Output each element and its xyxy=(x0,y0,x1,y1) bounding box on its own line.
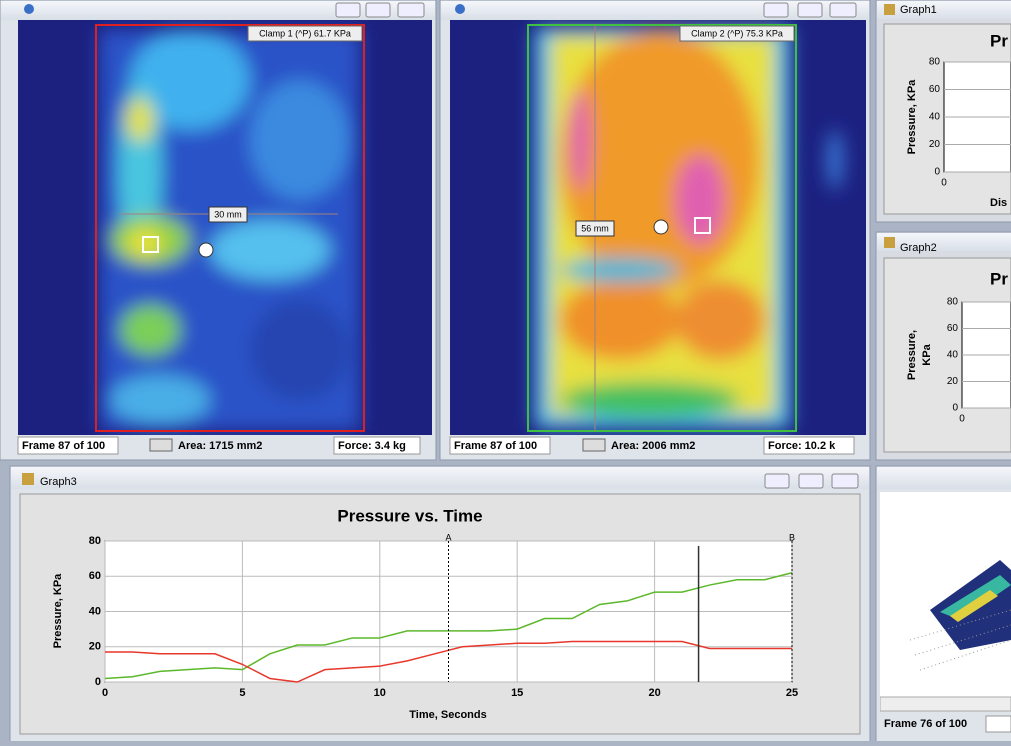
x-tick-label: 15 xyxy=(511,687,523,699)
window-title: Graph3 xyxy=(40,476,77,488)
chart-title: Pressure vs. Time xyxy=(337,506,482,525)
heatmap: Clamp 2 (^P) 75.3 KPa 56 mm xyxy=(450,20,866,435)
y-tick-label: 80 xyxy=(929,57,941,68)
y-axis-label: Pressure, KPa xyxy=(906,79,918,154)
clamp1-window: Clamp 1 (^P) 61.7 KPa 30 mm Frame 87 of … xyxy=(0,0,437,461)
status-text: Frame 87 of 100 xyxy=(22,440,105,452)
y-tick-label: 0 xyxy=(95,676,101,688)
x-tick-label: 0 xyxy=(102,687,108,699)
y-axis-label: KPa xyxy=(921,343,933,365)
status-text: Force: 10.2 k xyxy=(768,440,836,452)
x-tick-label: 20 xyxy=(648,687,660,699)
ruler-label: 30 mm xyxy=(214,209,242,219)
y-axis-label: Pressure, KPa xyxy=(52,573,64,648)
clamp-label: Clamp 2 (^P) 75.3 KPa xyxy=(691,28,783,38)
status-text: Frame 76 of 100 xyxy=(884,718,967,730)
y-tick-label: 40 xyxy=(947,350,959,361)
y-tick-label: 60 xyxy=(947,323,959,334)
y-tick-label: 60 xyxy=(89,570,101,582)
ruler-label: 56 mm xyxy=(581,223,609,233)
graph3-window: Graph3 Pressure vs. Time Pressure, KPa T… xyxy=(9,465,871,746)
y-tick-label: 40 xyxy=(89,605,101,617)
x-axis-label: Time, Seconds xyxy=(409,709,486,721)
window-title: Graph2 xyxy=(900,242,937,254)
y-axis-label: Pressure, xyxy=(906,330,918,380)
y-tick-label: 20 xyxy=(89,641,101,653)
x-tick-label: 10 xyxy=(374,687,386,699)
y-tick-label: 20 xyxy=(929,139,941,150)
x-axis-label: Dis xyxy=(990,197,1007,209)
y-tick-label: 0 xyxy=(934,167,940,178)
y-tick-label: 0 xyxy=(952,403,958,414)
y-tick-label: 40 xyxy=(929,112,941,123)
status-text: Area: 1715 mm2 xyxy=(178,440,262,452)
status-text: Force: 3.4 kg xyxy=(338,440,406,452)
heatmap: Clamp 1 (^P) 61.7 KPa 30 mm xyxy=(18,20,432,435)
graph2-window: Graph2 Pr Pressure, KPa xyxy=(875,231,1011,461)
status-text: Area: 2006 mm2 xyxy=(611,440,695,452)
window-buttons[interactable] xyxy=(763,2,857,18)
x-tick-label: 0 xyxy=(941,178,947,189)
marker-label: B xyxy=(789,532,795,542)
window-buttons[interactable] xyxy=(764,473,859,489)
y-tick-label: 60 xyxy=(929,84,941,95)
x-tick-label: 5 xyxy=(239,687,245,699)
marker-label: A xyxy=(445,532,451,542)
y-tick-label: 80 xyxy=(89,535,101,547)
clamp-label: Clamp 1 (^P) 61.7 KPa xyxy=(259,28,351,38)
y-tick-label: 80 xyxy=(947,297,959,308)
graph-title: Pr xyxy=(990,269,1008,288)
window-buttons[interactable] xyxy=(335,2,425,18)
window-title: Graph1 xyxy=(900,4,937,16)
clamp2-window: Clamp 2 (^P) 75.3 KPa 56 mm Frame 87 of … xyxy=(439,0,871,461)
y-tick-label: 20 xyxy=(947,376,959,387)
graph1-window: Graph1 Pr Pressure, KPa Dis xyxy=(875,0,1011,223)
graph-title: Pr xyxy=(990,31,1008,50)
status-text: Frame 87 of 100 xyxy=(454,440,537,452)
x-tick-label: 25 xyxy=(786,687,798,699)
x-tick-label: 0 xyxy=(959,414,965,425)
view3d-window: Frame 76 of 100 xyxy=(875,465,1011,746)
